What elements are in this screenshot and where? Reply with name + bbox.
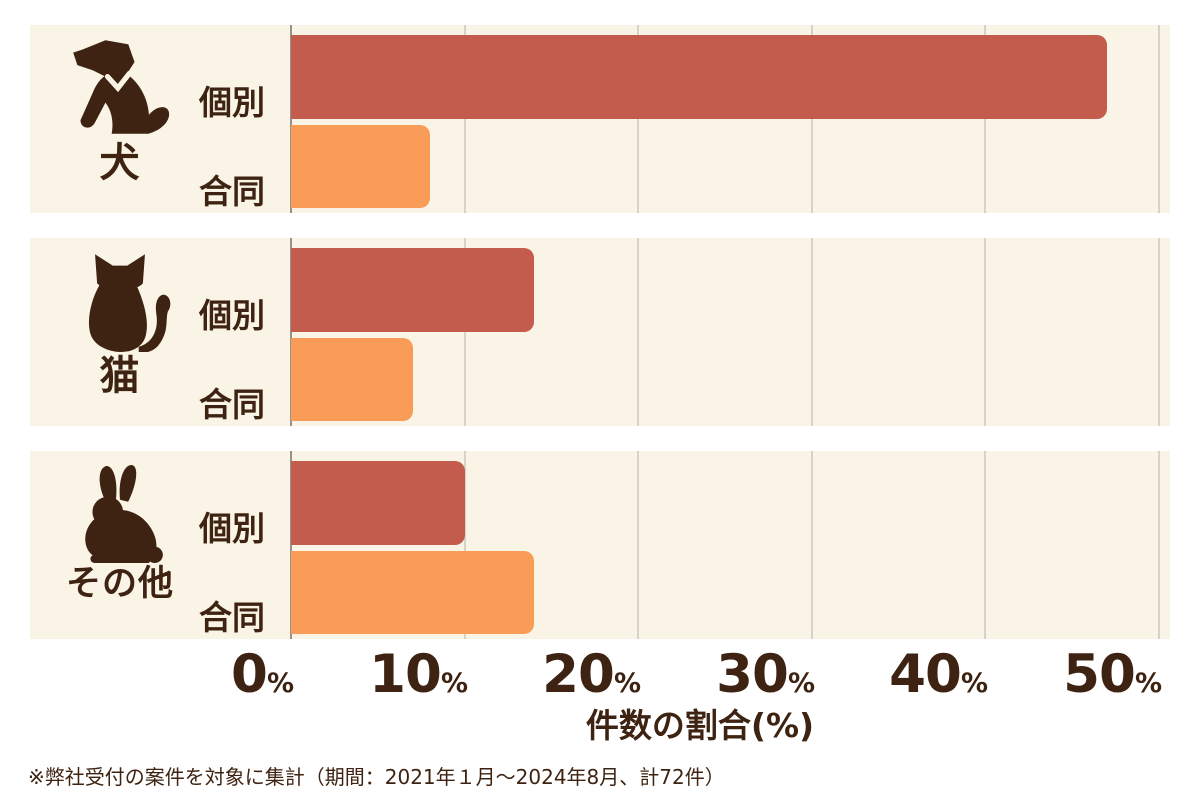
dog-category-label: 犬 [99,140,141,186]
axis-tick-10: 10% [369,648,468,701]
bar-dog-kobetsu [291,35,1107,119]
gridline-10pct [464,25,466,213]
axis-tick-50: 50% [1063,648,1162,701]
gridline-20pct [637,238,639,426]
dog-row-label-godo: 合同 [199,172,265,211]
gridline-40pct [984,451,986,639]
axis-tick-30-number: 30 [716,644,789,705]
cat-icon [68,248,172,352]
cat-category-block: 猫 [40,248,200,418]
other-category-label: その他 [65,564,174,604]
bar-other-godo [291,551,535,634]
axis-tick-20: 20% [542,648,641,701]
cat-row-label-godo: 合同 [199,385,265,424]
axis-tick-40-percent: % [960,668,988,699]
other-row-label-kobetsu: 個別 [199,509,265,548]
axis-tick-20-number: 20 [542,644,615,705]
bar-dog-godo [291,125,430,208]
gridline-50pct [1158,238,1160,426]
dog-plot-area [290,25,1170,213]
bar-cat-kobetsu [291,248,535,332]
axis-tick-20-percent: % [613,668,641,699]
x-axis: 0% 10% 20% 30% 40% 50% [231,648,1170,706]
cat-plot-area [290,238,1170,426]
panel-dog: 犬 個別 合同 [30,25,1170,213]
gridline-0pct [290,238,292,426]
gridline-0pct [290,25,292,213]
gridline-40pct [984,25,986,213]
axis-tick-30-percent: % [787,668,815,699]
gridline-0pct [290,451,292,639]
gridline-40pct [984,238,986,426]
panel-cat: 猫 個別 合同 [30,238,1170,426]
gridline-50pct [1158,451,1160,639]
axis-tick-40-number: 40 [889,644,962,705]
axis-tick-50-number: 50 [1063,644,1136,705]
dog-row-label-kobetsu: 個別 [199,83,265,122]
panel-other: その他 個別 合同 [30,451,1170,639]
dog-icon [64,35,176,139]
axis-tick-50-percent: % [1134,668,1162,699]
axis-tick-10-number: 10 [369,644,442,705]
cat-row-label-kobetsu: 個別 [199,296,265,335]
gridline-10pct [464,238,466,426]
axis-tick-0-number: 0 [231,644,268,705]
axis-tick-10-percent: % [440,668,468,699]
axis-tick-0-percent: % [266,668,294,699]
dog-category-block: 犬 [40,35,200,205]
gridline-30pct [811,451,813,639]
axis-tick-0: 0% [231,648,294,701]
axis-tick-30: 30% [716,648,815,701]
gridline-20pct [637,25,639,213]
x-axis-title: 件数の割合(%) [585,706,815,745]
other-row-label-godo: 合同 [199,598,265,637]
other-category-block: その他 [40,461,200,631]
gridline-30pct [811,238,813,426]
footnote: ※弊社受付の案件を対象に集計（期間：2021年１月～2024年8月、計72件） [28,765,725,789]
other-plot-area [290,451,1170,639]
gridline-20pct [637,451,639,639]
gridline-10pct [464,451,466,639]
rabbit-icon [67,461,173,563]
axis-tick-40: 40% [889,648,988,701]
cat-category-label: 猫 [99,353,141,399]
gridline-50pct [1158,25,1160,213]
bar-cat-godo [291,338,413,421]
gridline-30pct [811,25,813,213]
bar-other-kobetsu [291,461,465,545]
